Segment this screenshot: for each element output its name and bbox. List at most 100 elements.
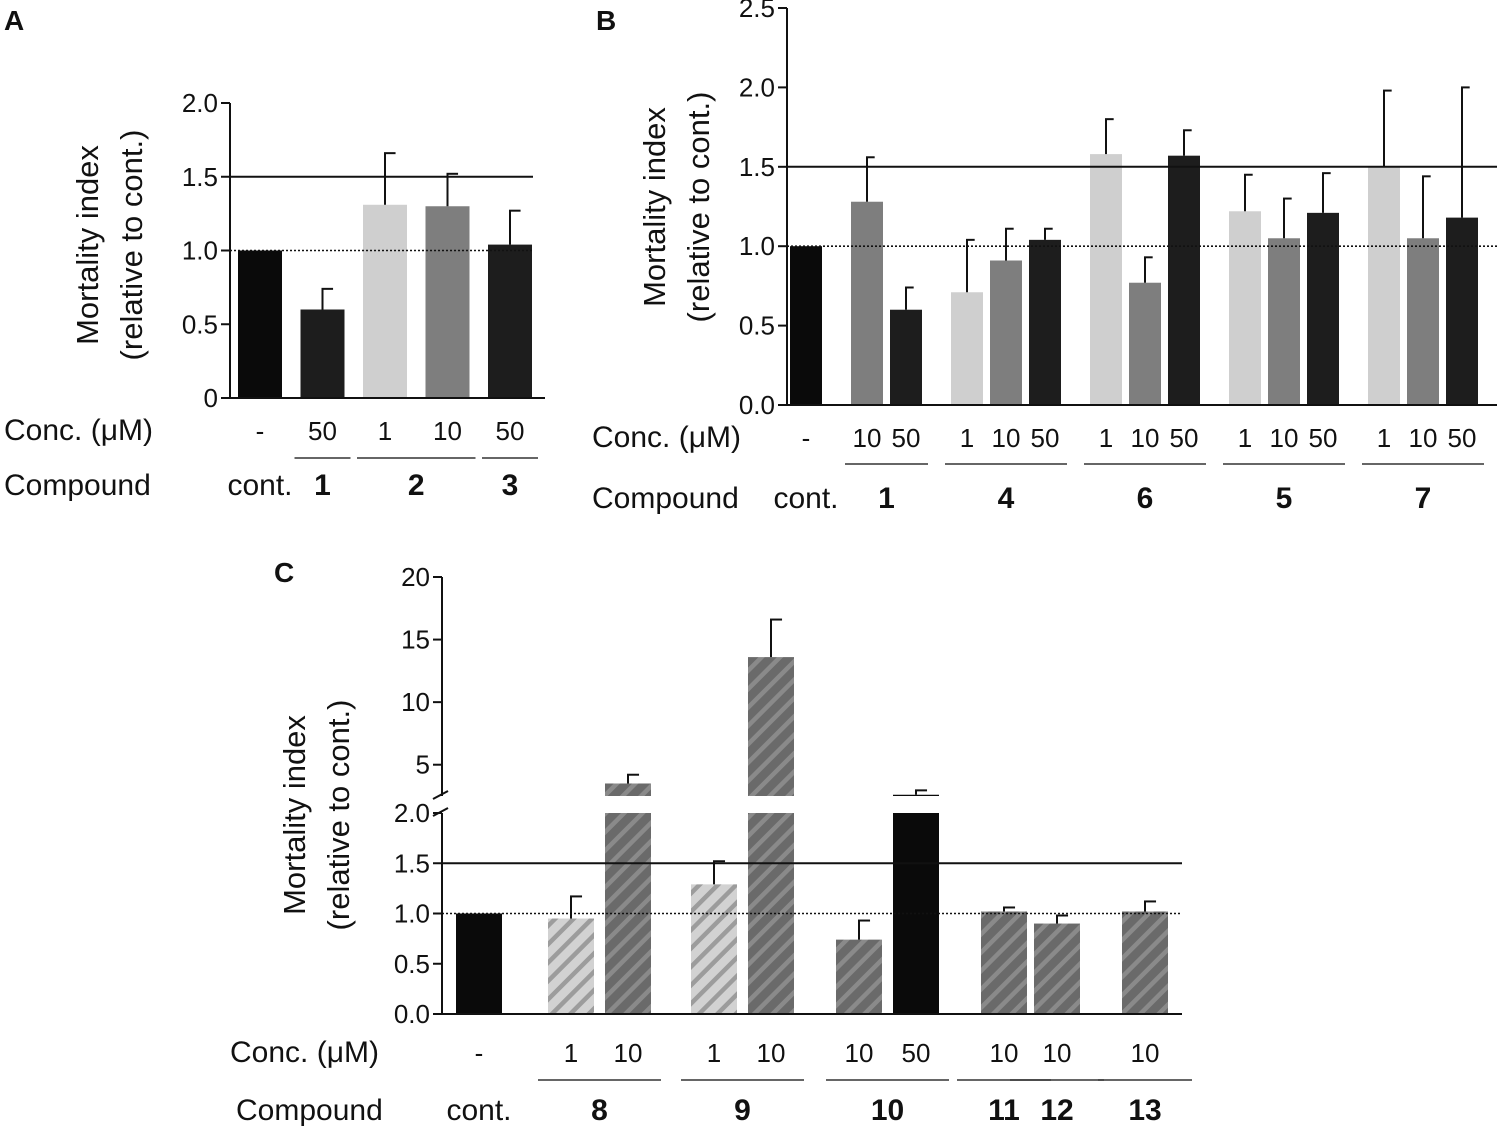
bar <box>1368 166 1400 405</box>
bar <box>1229 211 1261 405</box>
y-tick-label: 1.5 <box>394 848 430 878</box>
bar <box>951 292 983 405</box>
conc-row-label: Conc. (μM) <box>592 421 741 454</box>
conc-label: 1 <box>564 1038 578 1068</box>
y-tick-label: 1.5 <box>739 152 775 182</box>
axis-break-mark <box>432 790 449 800</box>
y-tick-label: 2.0 <box>739 72 775 102</box>
bar <box>836 939 882 1014</box>
conc-label: 1 <box>1377 423 1391 453</box>
compound-label: 1 <box>878 482 895 515</box>
compound-label: 1 <box>314 469 331 502</box>
conc-label: - <box>475 1038 484 1068</box>
conc-label: 10 <box>1409 423 1438 453</box>
y-tick-label: 10 <box>401 687 430 717</box>
compound-label: 3 <box>502 469 519 502</box>
bar-upper-segment <box>605 783 651 796</box>
bar <box>691 884 737 1014</box>
y-tick-label: 0 <box>204 383 218 413</box>
y-axis-label: Mortality index <box>70 145 105 345</box>
y-tick-label: 1.0 <box>739 231 775 261</box>
bar <box>790 246 822 405</box>
bar <box>1446 217 1478 405</box>
conc-label: 50 <box>902 1038 931 1068</box>
conc-label: 1 <box>378 416 392 446</box>
conc-label: 50 <box>496 416 525 446</box>
compound-label: 12 <box>1040 1094 1073 1127</box>
conc-label: 50 <box>1170 423 1199 453</box>
conc-label: 10 <box>1270 423 1299 453</box>
conc-label: 1 <box>1099 423 1113 453</box>
conc-label: 10 <box>1043 1038 1072 1068</box>
bar <box>1122 911 1168 1014</box>
y-axis-label: Mortality index <box>277 715 312 915</box>
bar <box>1268 238 1300 405</box>
compound-label: 13 <box>1128 1094 1161 1127</box>
bar <box>488 244 532 398</box>
bar <box>425 206 470 398</box>
y-tick-label: 0.0 <box>394 999 430 1029</box>
y-tick-label: 2.0 <box>394 798 430 828</box>
bar <box>548 918 594 1014</box>
compound-label: cont. <box>773 482 838 515</box>
conc-label: 10 <box>757 1038 786 1068</box>
bar <box>1029 239 1061 405</box>
panel-a-label: A <box>4 5 24 36</box>
conc-row-label: Conc. (μM) <box>4 414 153 447</box>
compound-label: 2 <box>408 469 425 502</box>
bar <box>1090 154 1122 405</box>
conc-label: 1 <box>960 423 974 453</box>
y-tick-label: 1.5 <box>182 162 218 192</box>
bar <box>456 913 502 1014</box>
conc-label: 1 <box>1238 423 1252 453</box>
bar <box>851 201 883 405</box>
y-axis-label: Mortality index <box>637 107 672 307</box>
compound-label: 8 <box>591 1094 608 1127</box>
bar <box>300 309 345 398</box>
conc-row-label: Conc. (μM) <box>230 1036 379 1069</box>
conc-label: 10 <box>614 1038 643 1068</box>
conc-label: 50 <box>1309 423 1338 453</box>
y-axis-label: (relative to cont.) <box>681 92 716 323</box>
conc-label: 10 <box>845 1038 874 1068</box>
bar <box>1129 282 1161 405</box>
bar-upper-segment <box>748 657 794 796</box>
bar <box>1307 212 1339 405</box>
y-tick-label: 1.0 <box>394 899 430 929</box>
bar <box>890 309 922 405</box>
compound-label: 10 <box>871 1094 904 1127</box>
conc-label: 10 <box>433 416 462 446</box>
compound-row-label: Compound <box>592 482 739 515</box>
compound-label: 6 <box>1137 482 1154 515</box>
bar <box>981 911 1027 1014</box>
conc-label: - <box>256 416 265 446</box>
panel-c-label: C <box>274 557 294 588</box>
y-tick-label: 5 <box>416 750 430 780</box>
y-axis-label: (relative to cont.) <box>114 130 149 361</box>
bar <box>1407 238 1439 405</box>
conc-label: 50 <box>1448 423 1477 453</box>
panel-c-chart: C 0.0 0.5 1.0 1.5 2.0 5 10 15 20 Mortality index (… <box>230 557 1192 1127</box>
bar <box>1034 923 1080 1014</box>
y-tick-label: 0.5 <box>739 311 775 341</box>
conc-label: 50 <box>892 423 921 453</box>
compound-label: 11 <box>988 1094 1020 1127</box>
compound-label: cont. <box>227 469 292 502</box>
bar <box>363 204 407 398</box>
y-axis-label: (relative to cont.) <box>321 700 356 931</box>
conc-label: 10 <box>1131 423 1160 453</box>
conc-label: 10 <box>992 423 1021 453</box>
y-tick-label: 0.5 <box>182 309 218 339</box>
conc-label: 10 <box>853 423 882 453</box>
conc-label: - <box>802 423 811 453</box>
bar-upper-segment <box>893 794 939 796</box>
compound-label: 4 <box>998 482 1015 515</box>
bar <box>238 250 282 398</box>
y-tick-label: 2.5 <box>739 0 775 23</box>
y-tick-label: 20 <box>401 562 430 592</box>
y-tick-label: 15 <box>401 625 430 655</box>
conc-label: 10 <box>1131 1038 1160 1068</box>
compound-row-label: Compound <box>236 1094 383 1127</box>
y-tick-label: 0.0 <box>739 390 775 420</box>
